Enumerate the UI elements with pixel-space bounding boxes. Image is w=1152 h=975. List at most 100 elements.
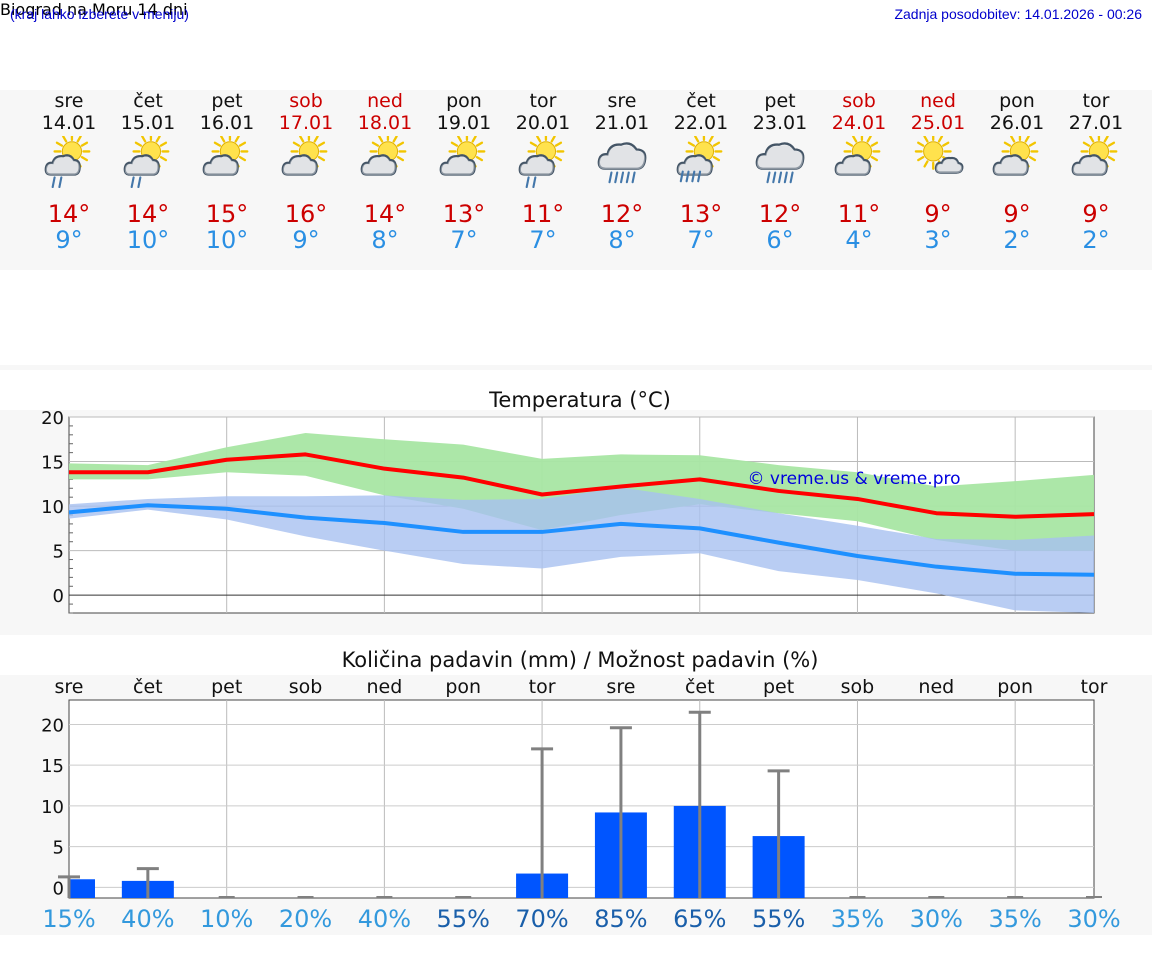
rain-drop (51, 176, 56, 188)
sun-cloud-icon (202, 136, 249, 176)
day-name: tor (529, 90, 557, 112)
cloud-shade (1072, 156, 1107, 175)
sun-ray (55, 141, 64, 147)
sun-ray (852, 136, 858, 143)
sun-ray (141, 136, 147, 143)
precip-x-tick-label: ned (918, 676, 954, 698)
cloud-shade (45, 156, 80, 175)
max-temp: 15° (205, 200, 249, 228)
sun-ray (923, 136, 929, 143)
precip-x-tick-label: sob (289, 676, 323, 698)
forecast-days: sre 14.01 14° 9° čet 15.01 14° 10° pet 16.01 15° 10… (0, 90, 1152, 270)
cloud-icon (1071, 154, 1108, 176)
sun-ray (80, 156, 89, 162)
rain-drop (58, 176, 63, 188)
rain-icon (525, 176, 537, 188)
max-temp: 11° (521, 200, 565, 228)
precip-x-tick-label: čet (685, 676, 715, 698)
precip-chart-title: Količina padavin (mm) / Možnost padavin … (341, 648, 819, 672)
day-name: pet (211, 90, 243, 112)
precip-chance-label: 55% (752, 905, 805, 933)
sun-ray (396, 156, 405, 162)
sun-ray (317, 156, 326, 162)
temp-y-tick-label: 10 (41, 497, 64, 518)
cloud-shade (519, 156, 554, 175)
precip-chance-label: 35% (988, 905, 1041, 933)
cloud-shade (756, 145, 804, 170)
sun-ray (299, 136, 305, 143)
sun-ray (687, 141, 696, 147)
cloud-icon (934, 156, 964, 174)
rain-drop (137, 176, 142, 188)
cloud-shade (935, 159, 963, 174)
day-date: 14.01 (41, 112, 97, 134)
sun-ray (62, 136, 68, 143)
sun-ray (845, 141, 854, 147)
rain-drop (130, 176, 135, 188)
sun-ray (396, 141, 405, 147)
cloud-icon (123, 154, 160, 176)
precip-x-tick-label: sre (55, 676, 84, 698)
max-temp: 13° (442, 200, 486, 228)
sun-cloud-icon (360, 136, 407, 176)
sun-cloud-icon (992, 136, 1039, 176)
sun-cloud-icon (1071, 136, 1118, 176)
precip-chance-label: 40% (358, 905, 411, 933)
rain-drop (532, 176, 537, 188)
max-temp: 12° (758, 200, 802, 228)
sun-ray (450, 141, 459, 147)
min-temp: 9° (292, 226, 320, 254)
min-temp: 10° (126, 226, 170, 254)
min-temp: 8° (371, 226, 399, 254)
sun-ray (457, 136, 463, 143)
cloud-icon (281, 154, 318, 176)
precip-plot-area (68, 699, 1095, 899)
sun-cloud-rain-icon (44, 136, 91, 188)
day-date: 20.01 (515, 112, 571, 134)
cloud-shade (598, 145, 646, 170)
sun-ray (1103, 136, 1109, 143)
max-temp-line (69, 452, 1095, 519)
sun-ray (76, 136, 82, 143)
precip-chance-label: 15% (42, 905, 95, 933)
rain-drop (608, 171, 613, 184)
cloud-icon (202, 154, 239, 176)
sun-ray (317, 141, 326, 147)
rain-drop (631, 171, 636, 184)
temp-y-tick-label: 0 (53, 586, 64, 607)
precip-chance-label: 30% (1067, 905, 1120, 933)
rain-drop (697, 170, 702, 183)
rain-drop (614, 171, 619, 184)
cloud-icon (992, 154, 1029, 176)
sun-ray (870, 156, 879, 162)
sun-ray (917, 141, 925, 147)
rain-icon (130, 176, 142, 188)
min-temp: 4° (845, 226, 873, 254)
precip-x-tick-label: pon (997, 676, 1033, 698)
day-name: sob (289, 90, 323, 112)
day-name: ned (367, 90, 403, 112)
day-name: pet (764, 90, 796, 112)
max-temp: 9° (1003, 200, 1031, 228)
max-temp: 14° (363, 200, 407, 228)
precip-x-tick-label: tor (1081, 676, 1108, 698)
sun-disc (923, 141, 944, 162)
rain-drop (620, 171, 625, 184)
temp-chart-title: Temperatura (°C) (489, 388, 671, 412)
sun-ray (1082, 141, 1091, 147)
precip-chance-label: 65% (673, 905, 726, 933)
sun-ray (378, 136, 384, 143)
max-temp: 16° (284, 200, 328, 228)
precip-chance-label: 40% (121, 905, 174, 933)
precip-x-tick-label: pon (445, 676, 481, 698)
sun-ray (159, 156, 168, 162)
sun-ray (475, 156, 484, 162)
sun-ray (942, 141, 950, 147)
sun-ray (708, 136, 714, 143)
sun-ray (292, 141, 301, 147)
day-date: 23.01 (752, 112, 808, 134)
max-temp: 9° (1082, 200, 1110, 228)
sun-ray (234, 136, 240, 143)
cloud-shade (440, 156, 475, 175)
